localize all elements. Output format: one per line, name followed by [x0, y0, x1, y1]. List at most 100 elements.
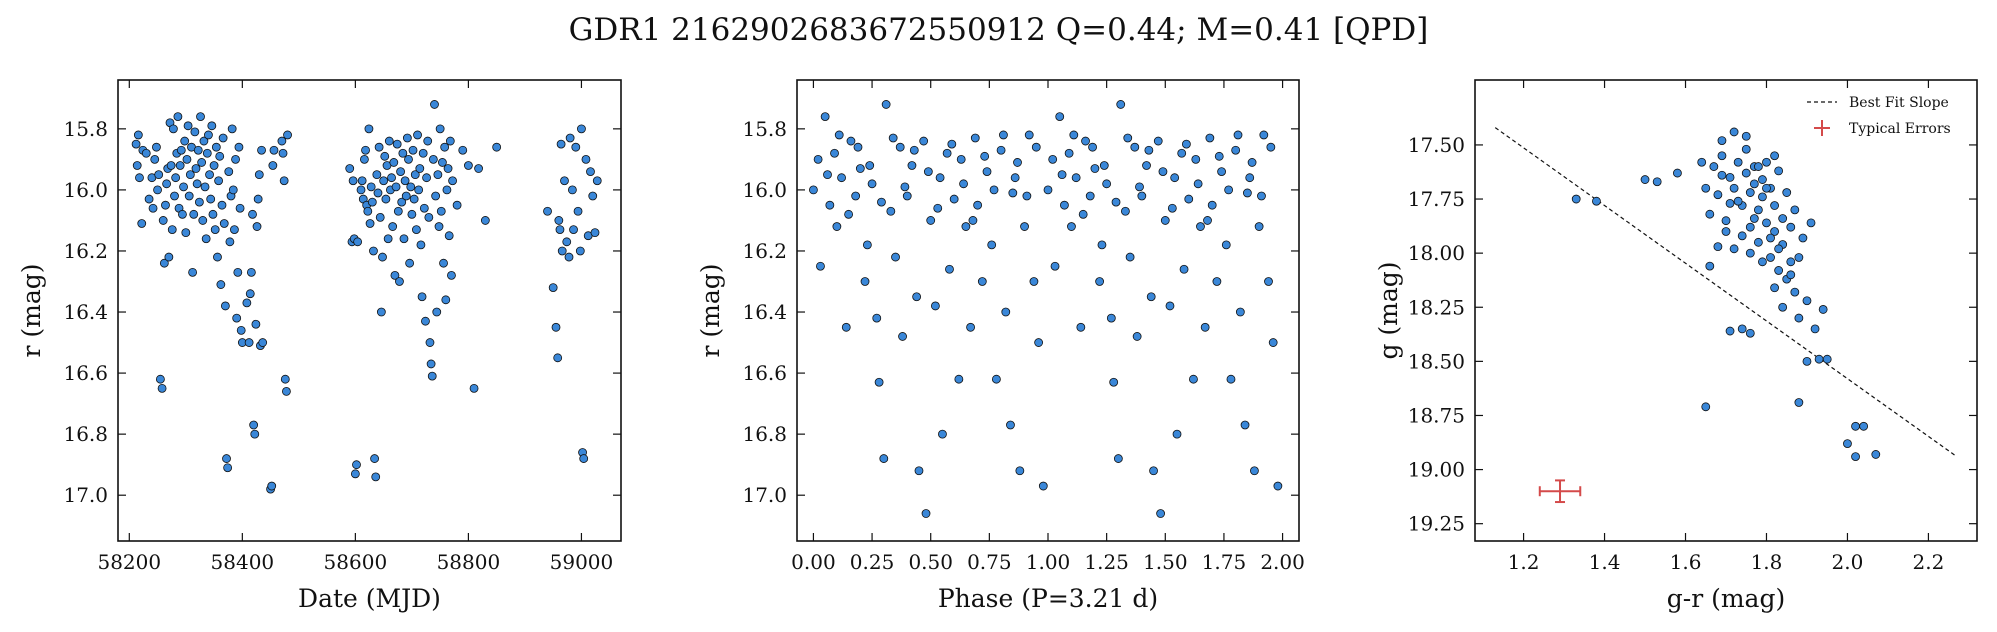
data-point: [1205, 133, 1215, 143]
data-point: [268, 161, 278, 170]
data-point: [425, 338, 435, 347]
y-tick-label: 16.4: [742, 300, 787, 324]
data-point: [1741, 168, 1751, 178]
data-point: [381, 194, 391, 204]
data-points: [1571, 127, 1881, 461]
data-point: [183, 121, 193, 131]
data-point: [144, 194, 154, 204]
x-axis-label: Date (MJD): [298, 584, 441, 613]
data-point: [1055, 112, 1065, 122]
data-point: [1240, 420, 1250, 430]
data-point: [914, 466, 924, 476]
data-point: [949, 194, 959, 204]
data-point: [1111, 197, 1121, 207]
data-point: [1782, 188, 1792, 197]
data-point: [1034, 338, 1044, 347]
data-point: [277, 136, 287, 146]
data-point: [1705, 209, 1715, 219]
data-point: [560, 176, 569, 186]
x-tick-label: 2.00: [1260, 550, 1305, 574]
data-point: [435, 124, 445, 134]
data-point: [1142, 161, 1151, 170]
data-point: [907, 161, 917, 170]
data-point: [1733, 157, 1743, 167]
x-tick-label: 0.25: [850, 550, 895, 574]
data-point: [579, 454, 589, 463]
data-point: [980, 151, 990, 161]
data-point: [193, 145, 203, 155]
data-point: [1200, 322, 1210, 332]
data-point: [1640, 175, 1650, 184]
data-point: [1571, 194, 1581, 204]
data-point: [1235, 307, 1245, 317]
data-point: [1753, 205, 1763, 215]
data-point: [366, 182, 376, 192]
data-point: [398, 148, 408, 158]
data-point: [1758, 257, 1767, 267]
data-point: [1064, 148, 1074, 158]
data-point: [1029, 277, 1039, 286]
data-point: [554, 216, 564, 225]
data-point: [1006, 420, 1015, 430]
data-point: [855, 164, 865, 173]
data-point: [543, 206, 552, 216]
data-point: [364, 124, 374, 134]
y-tick-label: 16.6: [63, 361, 108, 385]
data-point: [442, 185, 452, 195]
data-point: [409, 194, 419, 204]
x-tick-label: 59000: [550, 550, 614, 574]
data-point: [218, 133, 228, 143]
data-point: [384, 136, 394, 146]
data-point: [137, 219, 147, 228]
y-tick-label: 16.8: [742, 422, 787, 446]
data-point: [379, 176, 389, 186]
data-point: [283, 130, 292, 140]
data-point: [879, 454, 889, 463]
data-point: [844, 209, 854, 219]
data-point: [1729, 244, 1739, 254]
data-point: [1729, 127, 1739, 137]
data-point: [1737, 231, 1747, 241]
data-point: [1264, 277, 1273, 286]
data-point: [1102, 179, 1112, 189]
data-point: [577, 124, 586, 134]
data-point: [586, 167, 595, 176]
data-point: [1778, 214, 1788, 223]
data-point: [1713, 242, 1723, 252]
data-point: [1257, 191, 1266, 201]
data-point: [254, 170, 264, 180]
data-point: [1786, 257, 1796, 267]
data-point: [205, 170, 214, 180]
data-point: [176, 145, 186, 155]
data-point: [968, 216, 978, 225]
data-point: [1179, 264, 1189, 274]
data-point: [430, 100, 439, 109]
data-point: [1770, 283, 1779, 293]
data-point: [422, 173, 431, 183]
panel-color-magnitude: 1.2 1.4 1.6 1.8 2.0 2.2 17.50 17.75 18.00 18.25 18…: [1374, 79, 1978, 613]
data-point: [825, 200, 835, 210]
data-point: [181, 228, 191, 238]
data-point: [280, 374, 290, 384]
data-point: [1749, 214, 1759, 223]
data-point: [168, 124, 178, 134]
data-point: [372, 170, 382, 180]
data-point: [225, 237, 235, 247]
data-point: [192, 179, 202, 189]
data-point: [373, 188, 383, 198]
x-tick-label: 58800: [437, 550, 501, 574]
data-point: [1113, 454, 1123, 463]
data-point: [982, 167, 992, 176]
data-point: [178, 209, 187, 219]
data-point: [565, 133, 575, 143]
plot-frame: [796, 79, 1300, 542]
data-point: [395, 277, 404, 286]
data-point: [1191, 154, 1201, 164]
data-point: [445, 136, 455, 146]
data-point: [179, 182, 188, 192]
data-point: [219, 219, 229, 228]
data-point: [823, 170, 832, 180]
data-point: [173, 112, 183, 122]
x-tick-label: 1.8: [1751, 550, 1783, 574]
